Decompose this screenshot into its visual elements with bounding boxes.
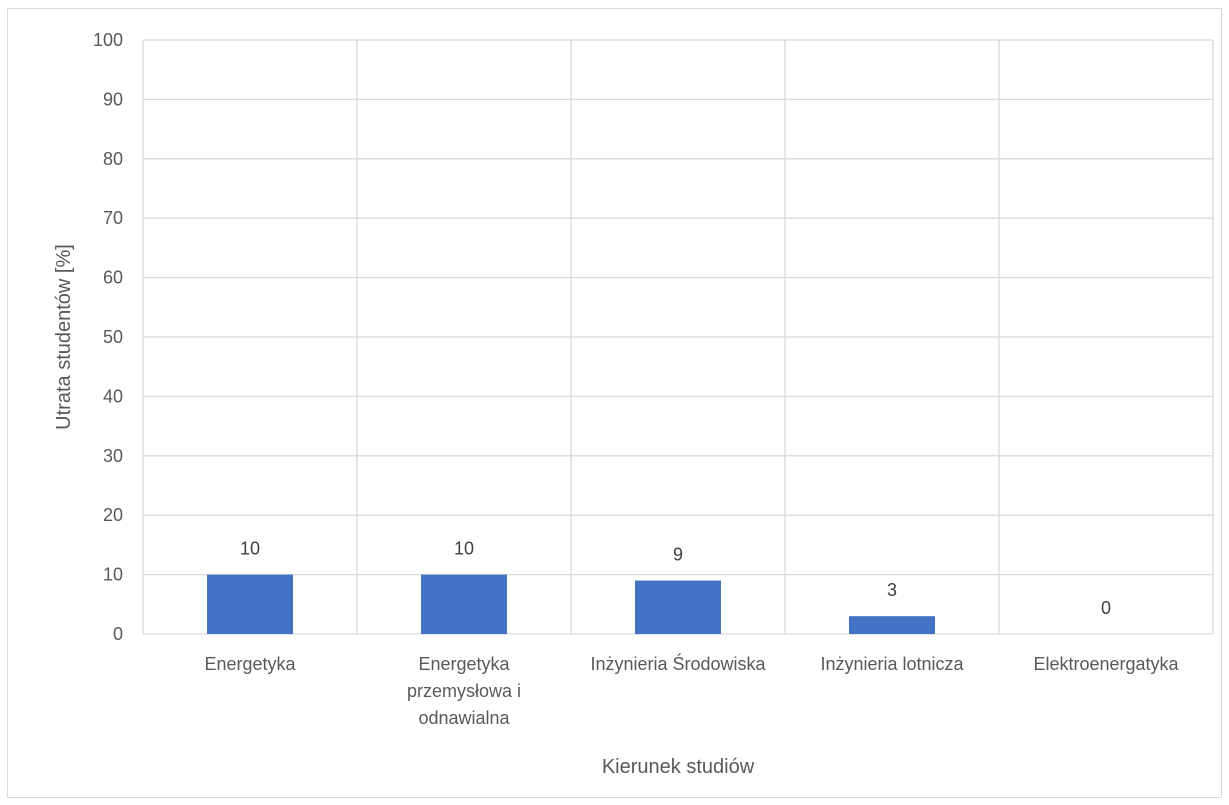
data-label: 0 (1101, 598, 1111, 618)
y-tick-label: 30 (103, 446, 123, 466)
y-tick-label: 20 (103, 505, 123, 525)
y-tick-label: 60 (103, 268, 123, 288)
bar (421, 574, 507, 634)
data-labels: 10 10 9 3 0 (240, 539, 1111, 618)
x-axis-categories: Energetyka Energetyka przemysłowa i odnawia… (204, 653, 1179, 728)
category-label: przemysłowa i (407, 681, 521, 701)
bar (849, 616, 935, 634)
bars (207, 574, 935, 634)
y-axis-ticks: 0 10 20 30 40 50 60 70 80 90 100 (93, 30, 123, 644)
category-label: Energetyka (418, 654, 510, 674)
bar (207, 574, 293, 634)
y-tick-label: 100 (93, 30, 123, 50)
y-tick-label: 10 (103, 565, 123, 585)
data-label: 3 (887, 580, 897, 600)
chart-frame (7, 8, 1222, 798)
y-tick-label: 90 (103, 89, 123, 109)
data-label: 10 (454, 539, 474, 559)
y-axis-title: Utrata studentów [%] (53, 244, 75, 430)
data-label: 10 (240, 539, 260, 559)
category-label: odnawialna (418, 708, 510, 728)
y-tick-label: 0 (113, 624, 123, 644)
category-label: Inżynieria Środowiska (590, 653, 766, 674)
category-label: Inżynieria lotnicza (820, 654, 964, 674)
y-tick-label: 40 (103, 386, 123, 406)
gridlines (142, 39, 1214, 635)
y-tick-label: 50 (103, 327, 123, 347)
y-tick-label: 80 (103, 149, 123, 169)
category-label: Elektroenergatyka (1033, 654, 1179, 674)
category-label: Energetyka (204, 654, 296, 674)
bar (635, 580, 721, 634)
y-tick-label: 70 (103, 208, 123, 228)
data-label: 9 (673, 545, 683, 565)
x-axis-title: Kierunek studiów (602, 756, 755, 778)
